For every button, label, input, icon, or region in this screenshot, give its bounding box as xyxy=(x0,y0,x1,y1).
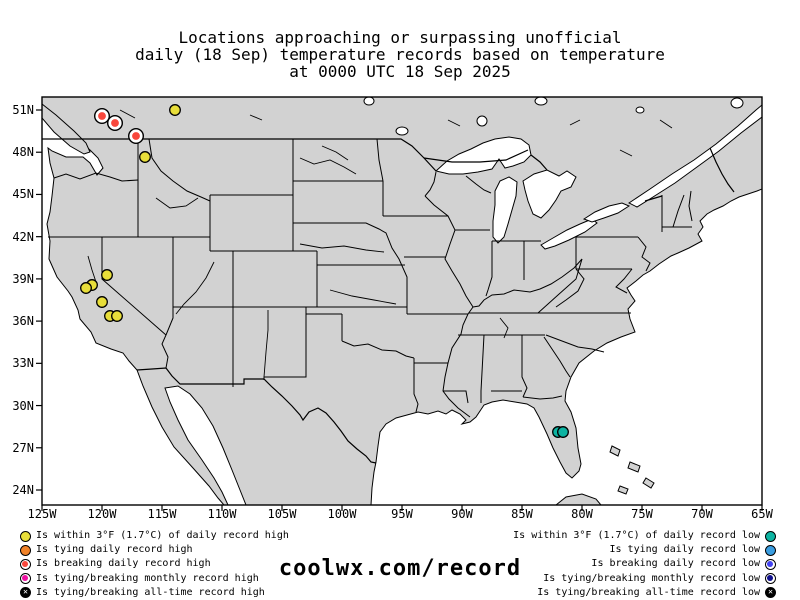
lon-tick-label: 120W xyxy=(87,507,117,521)
legend-marker-icon: ✕ xyxy=(765,587,776,599)
record-marker-within-3F-daily-high xyxy=(101,269,113,281)
lon-tick-label: 115W xyxy=(147,507,177,521)
rivers xyxy=(87,109,673,378)
lon-tick-label: 125W xyxy=(27,507,57,521)
pacific-ocean xyxy=(42,111,225,505)
record-marker-within-3F-daily-high xyxy=(80,282,92,294)
record-marker-within-3F-daily-high xyxy=(96,296,108,308)
title-line-1: Locations approaching or surpassing unof… xyxy=(178,28,622,47)
legend-item: Is tying daily record low xyxy=(513,543,776,557)
lon-tick-label: 75W xyxy=(631,507,653,521)
legend-marker-icon xyxy=(765,558,776,570)
legend-marker-icon xyxy=(765,530,776,542)
record-marker-within-3F-daily-high xyxy=(139,151,151,163)
legend-item: Is breaking daily record high xyxy=(20,557,289,571)
legend-item-label: Is tying daily record high xyxy=(36,544,193,556)
legend-marker-icon: ✕ xyxy=(20,587,31,599)
lat-tick-label: 45N xyxy=(12,187,34,202)
legend-item-label: Is breaking daily record low xyxy=(591,558,760,570)
legend-item-label: Is tying/breaking all-time record high xyxy=(36,586,265,598)
lat-tick-label: 36N xyxy=(12,314,34,329)
legend-item-label: Is tying/breaking monthly record low xyxy=(543,572,760,584)
legend-item: Is within 3°F (1.7°C) of daily record lo… xyxy=(513,529,776,543)
legend-item-label: Is tying/breaking all-time record low xyxy=(537,586,760,598)
legend-marker-icon xyxy=(20,530,31,542)
vancouver-island xyxy=(42,103,91,155)
legend-item-label: Is tying daily record low xyxy=(609,544,760,556)
lon-tick-label: 80W xyxy=(571,507,593,521)
lat-tick-label: 27N xyxy=(12,440,34,455)
legend-item-label: Is within 3°F (1.7°C) of daily record lo… xyxy=(513,530,760,541)
lon-tick-label: 95W xyxy=(391,507,413,521)
national-borders xyxy=(42,138,735,464)
record-markers xyxy=(80,104,569,438)
lat-tick-label: 30N xyxy=(12,398,34,413)
lat-tick-label: 24N xyxy=(12,483,34,497)
lat-tick-label: 42N xyxy=(12,229,34,244)
title-line-2: daily (18 Sep) temperature records based… xyxy=(135,45,665,64)
lat-tick-label: 51N xyxy=(12,103,34,117)
lat-tick-label: 39N xyxy=(12,271,34,286)
lat-tick-label: 33N xyxy=(12,356,34,371)
axis-ticks xyxy=(36,109,763,511)
legend-item: Is tying/breaking all-time record low ✕ xyxy=(513,586,776,600)
legend-marker-icon xyxy=(765,544,776,556)
lon-tick-label: 65W xyxy=(751,507,773,521)
lon-tick-label: 90W xyxy=(451,507,473,521)
record-marker-within-3F-daily-low xyxy=(557,426,569,438)
gulf-and-atlantic xyxy=(370,188,762,505)
legend-item: Is within 3°F (1.7°C) of daily record hi… xyxy=(20,529,289,543)
legend-record-low: Is within 3°F (1.7°C) of daily record lo… xyxy=(513,529,776,600)
legend-marker-icon xyxy=(765,573,776,585)
record-marker-breaking-daily-high xyxy=(127,127,144,144)
legend-item-label: Is tying/breaking monthly record high xyxy=(36,572,259,584)
legend-item: Is tying/breaking monthly record high xyxy=(20,572,289,586)
record-marker-within-3F-daily-high xyxy=(169,104,181,116)
legend-record-high: Is within 3°F (1.7°C) of daily record hi… xyxy=(20,529,289,600)
legend-marker-icon xyxy=(20,558,31,570)
map-title: Locations approaching or surpassing unof… xyxy=(0,29,800,80)
legend-item-label: Is within 3°F (1.7°C) of daily record hi… xyxy=(36,530,289,541)
state-borders xyxy=(48,138,693,418)
legend-item: Is breaking daily record low xyxy=(513,557,776,571)
title-line-3: at 0000 UTC 18 Sep 2025 xyxy=(289,62,511,81)
lat-tick-label: 48N xyxy=(12,145,34,160)
lon-tick-label: 85W xyxy=(511,507,533,521)
gulf-of-california xyxy=(164,385,247,505)
small-lakes xyxy=(363,97,744,136)
record-marker-within-3F-daily-high xyxy=(111,310,123,322)
record-marker-breaking-daily-high xyxy=(93,107,110,124)
lon-tick-label: 105W xyxy=(267,507,297,521)
legend-marker-icon xyxy=(20,573,31,585)
lon-tick-label: 110W xyxy=(207,507,237,521)
great-lakes xyxy=(434,104,762,250)
legend-item: Is tying daily record high xyxy=(20,543,289,557)
legend-marker-icon xyxy=(20,544,31,556)
map-canvas xyxy=(42,97,762,505)
islands xyxy=(555,445,655,505)
lon-tick-label: 70W xyxy=(691,507,713,521)
legend-item: ✕ Is tying/breaking all-time record high xyxy=(20,586,289,600)
watermark-url: coolwx.com/record xyxy=(278,556,522,581)
legend-item-label: Is breaking daily record high xyxy=(36,558,211,570)
legend-item: Is tying/breaking monthly record low xyxy=(513,572,776,586)
record-marker-breaking-daily-high xyxy=(106,114,123,131)
lon-tick-label: 100W xyxy=(327,507,357,521)
